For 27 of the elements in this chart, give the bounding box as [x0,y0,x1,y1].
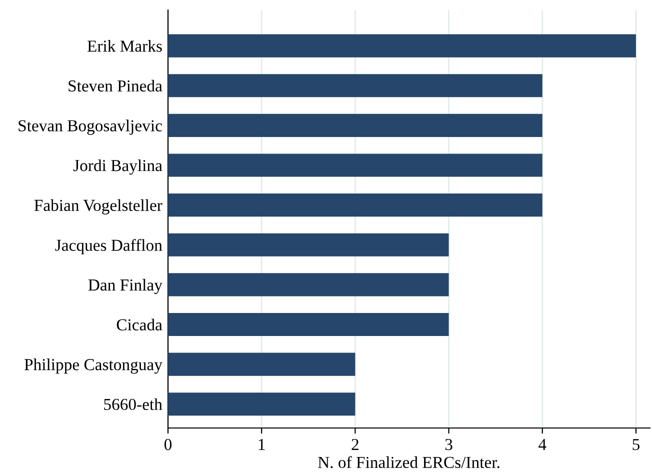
y-tick-label: Fabian Vogelsteller [34,199,162,214]
bar [168,34,636,58]
bar [168,233,449,256]
y-tick-label: Steven Pineda [68,80,162,92]
x-tick-label: 3 [445,438,452,450]
x-axis-title: N. of Finalized ERCs/Inter. [318,456,500,468]
y-tick-label: 5660-eth [104,398,162,410]
y-tick-label: Jordi Baylina [73,159,162,175]
bar [168,194,542,217]
y-tick-label: Philippe Castonguay [24,358,162,374]
y-tick-label: Jacques Dafflon [55,239,162,254]
x-tick-label: 1 [258,438,265,450]
x-tick-label: 0 [164,438,172,450]
bar [168,312,449,336]
bar [168,273,449,296]
y-tick-label: Dan Finlay [88,278,162,294]
bar [168,352,356,376]
x-tick-label: 2 [352,438,358,450]
x-tick-label: 4 [538,439,546,450]
y-tick-label: Stevan Bogosavljevic [18,120,162,135]
bar [168,392,356,416]
x-tick-label: 5 [632,439,640,450]
y-tick-label: Erik Marks [87,40,162,52]
y-tick-label: Cicada [116,318,162,330]
bar [168,114,542,137]
bar [168,74,542,98]
bar [168,154,542,177]
